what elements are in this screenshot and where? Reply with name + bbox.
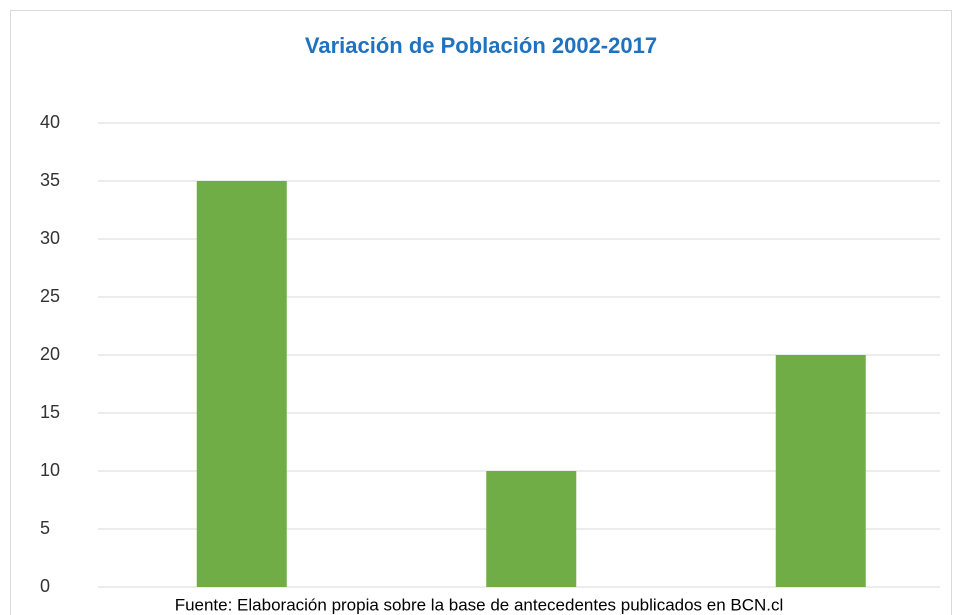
caption: Fuente: Elaboración propia sobre la base… xyxy=(175,595,784,614)
bar xyxy=(486,471,577,587)
y-tick-label: 25 xyxy=(40,286,60,306)
bar xyxy=(775,355,866,587)
y-tick-label: 40 xyxy=(40,112,60,132)
y-tick-label: 30 xyxy=(40,228,60,248)
chart-frame xyxy=(10,10,952,615)
y-tick-label: 20 xyxy=(40,344,60,364)
y-tick-label: 35 xyxy=(40,170,60,190)
y-tick-label: 0 xyxy=(40,576,50,596)
bar xyxy=(196,181,287,587)
y-tick-label: 5 xyxy=(40,518,50,538)
y-tick-label: 10 xyxy=(40,460,60,480)
chart-title: Variación de Población 2002-2017 xyxy=(305,33,657,58)
y-tick-label: 15 xyxy=(40,402,60,422)
